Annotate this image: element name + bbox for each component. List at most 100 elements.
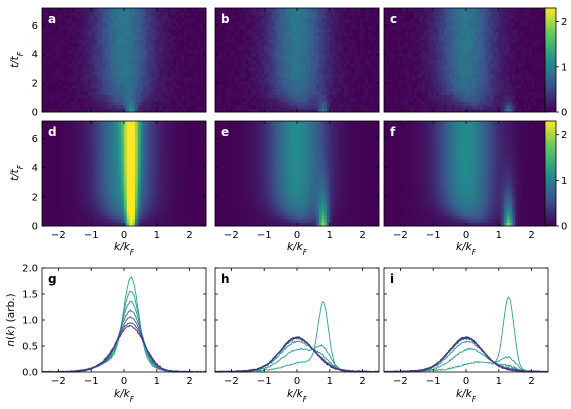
heatmap-cell <box>476 105 481 109</box>
heatmap-cell <box>520 73 524 78</box>
heatmap-cell <box>359 101 363 106</box>
heatmap-cell <box>178 56 182 61</box>
heatmap-cell <box>165 73 169 78</box>
heatmap-cell <box>148 14 152 19</box>
heatmap-cell <box>195 56 199 61</box>
heatmap-cell <box>542 84 546 89</box>
heatmap-cell <box>376 8 380 12</box>
heatmap-cell <box>50 8 54 12</box>
heatmap-cell <box>132 80 136 85</box>
heatmap-cell <box>203 91 207 96</box>
heatmap-cell <box>343 14 347 19</box>
heatmap-cell <box>370 105 374 109</box>
heatmap-cell <box>316 87 320 92</box>
heatmap-cell <box>220 53 224 57</box>
heatmap-cell <box>159 49 163 54</box>
heatmap-cell <box>165 66 169 71</box>
heatmap-cell <box>373 11 377 16</box>
heatmap-cell <box>512 63 516 68</box>
heatmap-cell <box>74 8 78 12</box>
heatmap-cell <box>362 14 366 19</box>
heatmap-cell <box>534 35 538 40</box>
heatmap-cell <box>318 80 322 85</box>
heatmap-cell <box>256 14 260 19</box>
heatmap-cell <box>310 32 314 37</box>
heatmap-cell <box>517 73 522 78</box>
heatmap-cell <box>228 32 232 37</box>
heatmap-cell <box>534 91 538 96</box>
heatmap-cell <box>291 18 295 23</box>
heatmap-cell <box>509 46 513 50</box>
heatmap-cell <box>528 60 532 64</box>
heatmap-cell <box>170 108 174 113</box>
heatmap-cell <box>384 60 388 64</box>
heatmap-cell <box>493 80 497 85</box>
heatmap-cell <box>250 18 254 23</box>
heatmap-cell <box>370 53 374 57</box>
heatmap-cell <box>386 32 390 37</box>
heatmap-cell <box>468 91 472 96</box>
heatmap-cell <box>368 32 372 37</box>
heatmap-cell <box>400 60 404 64</box>
heatmap-cell <box>272 101 276 106</box>
heatmap-cell <box>324 18 328 23</box>
heatmap-cell <box>118 46 122 50</box>
heatmap-cell <box>277 49 281 54</box>
heatmap-cell <box>362 18 366 23</box>
heatmap-cell <box>99 91 103 96</box>
heatmap-cell <box>386 60 390 64</box>
heatmap-cell <box>74 42 78 47</box>
heatmap-cell <box>200 46 204 50</box>
heatmap-cell <box>329 46 333 50</box>
heatmap-cell <box>118 56 122 61</box>
heatmap-cell <box>234 94 238 99</box>
heatmap-cell <box>113 28 117 33</box>
heatmap-cell <box>107 46 111 50</box>
heatmap-cell <box>173 11 177 16</box>
heatmap-cell <box>239 101 243 106</box>
heatmap-cell <box>433 87 437 92</box>
heatmap-cell <box>266 14 271 19</box>
heatmap-cell <box>332 32 336 37</box>
heatmap-cell <box>72 94 76 99</box>
heatmap-cell <box>275 21 279 26</box>
heatmap-cell <box>373 25 377 30</box>
heatmap-cell <box>107 35 111 40</box>
heatmap-cell <box>129 18 133 23</box>
heatmap-cell <box>498 73 502 78</box>
heatmap-cell <box>343 35 347 40</box>
heatmap-cell <box>520 56 524 61</box>
heatmap-cell <box>362 39 366 44</box>
heatmap-cell <box>192 14 196 19</box>
heatmap-cell <box>496 87 500 92</box>
heatmap-cell <box>463 77 467 82</box>
heatmap-cell <box>231 101 235 106</box>
heatmap-cell <box>96 42 100 47</box>
heatmap-cell <box>272 98 276 102</box>
heatmap-cell <box>261 80 265 85</box>
heatmap-cell <box>419 56 423 61</box>
heatmap-cell <box>338 101 342 106</box>
heatmap-cell <box>277 53 281 57</box>
heatmap-cell <box>523 46 527 50</box>
heatmap-cell <box>102 11 106 16</box>
heatmap-cell <box>102 63 106 68</box>
heatmap-cell <box>332 77 336 82</box>
heatmap-cell <box>542 91 546 96</box>
heatmap-cell <box>215 28 219 33</box>
heatmap-cell <box>297 8 301 12</box>
heatmap-cell <box>338 35 342 40</box>
heatmap-cell <box>110 63 114 68</box>
heatmap-cell <box>217 105 221 109</box>
heatmap-cell <box>258 32 262 37</box>
heatmap-cell <box>340 63 344 68</box>
heatmap-cell <box>275 46 279 50</box>
heatmap-cell <box>318 101 322 106</box>
heatmap-cell <box>186 98 190 102</box>
heatmap-cell <box>283 84 287 89</box>
heatmap-cell <box>318 46 322 50</box>
heatmap-cell <box>148 105 152 109</box>
heatmap-cell <box>256 108 260 113</box>
heatmap-cell <box>362 91 366 96</box>
heatmap-cell <box>250 53 254 57</box>
